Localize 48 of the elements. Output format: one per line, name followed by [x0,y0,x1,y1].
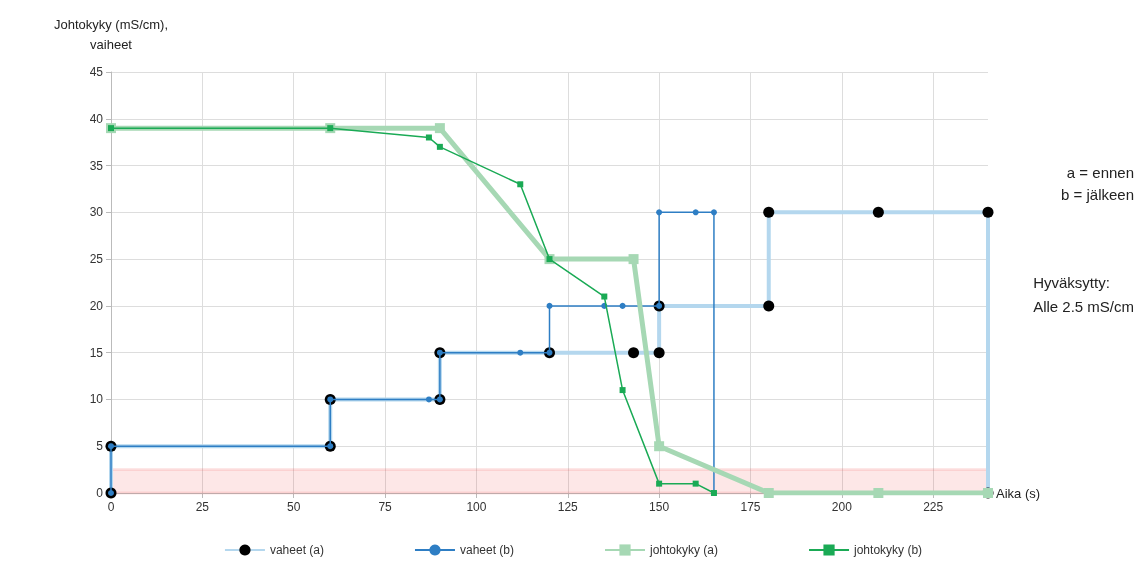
point [763,488,774,498]
y-tick-label: 40 [89,111,104,126]
x-tick-label: 150 [649,500,670,514]
x-tick-label: 75 [378,500,393,514]
point [425,134,432,141]
point [434,123,445,134]
y-tick-label: 15 [89,345,104,360]
point [619,387,626,394]
x-axis-title: Aika (s) [996,485,1041,501]
y-tick-label: 35 [89,158,104,173]
y-tick-label: 10 [89,392,104,407]
text: b = jälkeen [1061,185,1135,203]
point [628,254,639,265]
y-tick-label: 20 [89,298,104,313]
point [517,349,524,356]
y-tick-label: 45 [89,65,104,79]
point [692,480,699,487]
y-tick-label: 25 [89,252,104,267]
y-axis-title: Johtokyky (mS/cm), vaiheet [53,16,169,52]
point [601,293,608,300]
point [517,181,524,188]
x-tick-label: 0 [107,500,115,514]
x-tick-label: 50 [287,500,301,514]
point [710,209,717,216]
x-tick-label: 100 [466,500,487,514]
legend-label: johtokyky (b) [853,543,923,557]
point [619,302,626,309]
y-tick-label: 5 [96,439,104,454]
point [656,209,663,216]
point [546,302,553,309]
x-tick-label: 175 [740,500,761,514]
point [436,143,443,150]
x-tick-label: 25 [195,500,210,514]
point [425,396,432,403]
point [692,209,699,216]
text: a = ennen [1066,163,1135,181]
x-tick-label: 200 [831,500,853,514]
text: Hyväksytty: Alle 2.5 mS/cm [1033,273,1135,315]
point [873,488,884,498]
legend-label: vaheet (b) [459,543,515,557]
x-tick-label: 125 [557,500,579,514]
x-tick-label: 225 [923,500,944,514]
y-tick-label: 30 [89,205,104,220]
point [656,480,663,487]
legend-label: vaheet (a) [269,543,324,557]
legend-label: johtokyky (a) [649,543,719,557]
point [654,441,665,452]
y-tick-label: 0 [96,486,104,500]
